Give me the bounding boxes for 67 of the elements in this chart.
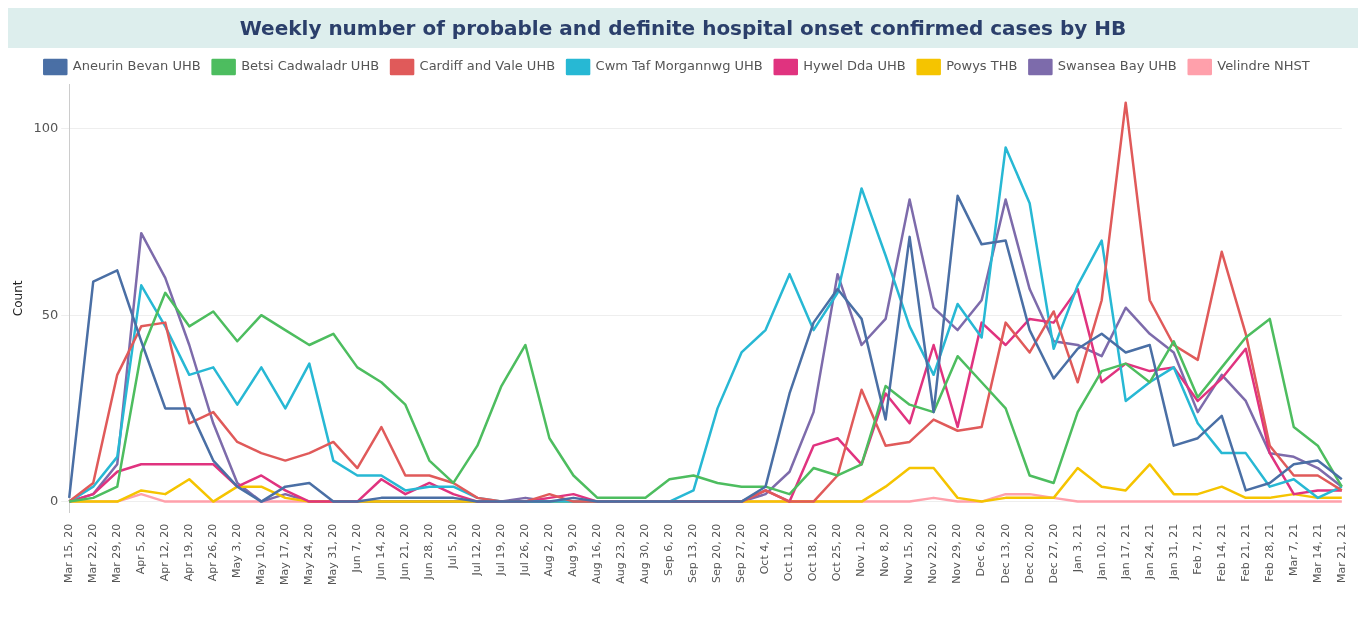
x-tick-label: Mar 22, 20 — [86, 523, 100, 584]
x-tick-label: Oct 25, 20 — [830, 523, 844, 582]
x-tick-label: Mar 21, 21 — [1334, 523, 1348, 584]
x-tick-label: Aug 9, 20 — [566, 523, 580, 577]
x-tick-label: Nov 8, 20 — [878, 523, 892, 577]
x-tick-label: Dec 6, 20 — [974, 523, 988, 577]
x-tick-label: Nov 15, 20 — [902, 523, 916, 584]
x-tick-label: Mar 15, 20 — [62, 523, 76, 584]
x-tick-label: Jul 19, 20 — [494, 523, 508, 577]
x-tick-label: Feb 21, 21 — [1238, 523, 1252, 582]
x-tick-label: Mar 29, 20 — [110, 523, 124, 584]
x-tick-label: Jun 28, 20 — [422, 523, 436, 581]
x-tick-label: Dec 20, 20 — [1022, 523, 1036, 584]
x-tick-label: Jan 3, 21 — [1070, 523, 1084, 574]
legend-label: Aneurin Bevan UHB — [72, 58, 201, 74]
x-tick-label: Sep 13, 20 — [686, 523, 700, 583]
y-tick-label: 0 — [49, 492, 59, 508]
x-tick-label: May 24, 20 — [302, 523, 316, 586]
y-tick-label: 50 — [41, 306, 59, 322]
legend-label: Cardiff and Vale UHB — [419, 58, 556, 74]
x-tick-label: Aug 2, 20 — [542, 523, 556, 577]
x-tick-label: Nov 22, 20 — [926, 523, 940, 584]
x-tick-label: Jul 26, 20 — [518, 523, 532, 577]
x-tick-label: Nov 29, 20 — [950, 523, 964, 584]
x-tick-label: Oct 4, 20 — [758, 523, 772, 575]
x-tick-label: Aug 30, 20 — [638, 523, 652, 584]
x-tick-label: Mar 7, 21 — [1286, 523, 1300, 577]
x-tick-label: Apr 5, 20 — [134, 523, 148, 575]
x-tick-label: Jan 31, 21 — [1166, 523, 1180, 581]
legend-label: Betsi Cadwaladr UHB — [241, 58, 380, 74]
x-tick-label: Sep 6, 20 — [662, 523, 676, 576]
x-tick-label: Aug 23, 20 — [614, 523, 628, 584]
x-tick-label: May 31, 20 — [326, 523, 340, 586]
x-tick-label: Oct 18, 20 — [806, 523, 820, 582]
y-tick-label: 100 — [33, 120, 59, 136]
x-tick-label: May 17, 20 — [278, 523, 292, 586]
x-tick-label: Apr 12, 20 — [158, 523, 172, 582]
legend-label: Hywel Dda UHB — [803, 58, 906, 74]
x-tick-label: May 3, 20 — [230, 523, 244, 579]
y-axis-title: Count — [11, 280, 26, 317]
x-tick-label: Sep 20, 20 — [710, 523, 724, 583]
x-tick-label: Oct 11, 20 — [782, 523, 796, 582]
x-tick-label: Mar 14, 21 — [1310, 523, 1324, 584]
x-tick-label: Jan 24, 21 — [1142, 523, 1156, 581]
x-tick-label: Jul 12, 20 — [470, 523, 484, 577]
legend-label: Cwm Taf Morgannwg UHB — [595, 58, 763, 74]
x-tick-label: Feb 28, 21 — [1262, 523, 1276, 582]
x-tick-label: Feb 7, 21 — [1190, 523, 1204, 575]
x-tick-label: Sep 27, 20 — [734, 523, 748, 583]
legend-label: Powys THB — [946, 58, 1018, 74]
chart-title: Weekly number of probable and definite hospital onset confirmed cases by HB — [8, 8, 1358, 48]
x-tick-label: Jun 7, 20 — [350, 523, 364, 574]
x-tick-label: Apr 26, 20 — [206, 523, 220, 582]
x-tick-label: May 10, 20 — [254, 523, 268, 586]
x-tick-label: Jun 21, 20 — [398, 523, 412, 581]
x-tick-label: Jun 14, 20 — [374, 523, 388, 581]
x-tick-label: Feb 14, 21 — [1214, 523, 1228, 582]
x-tick-label: Jan 10, 21 — [1094, 523, 1108, 581]
x-tick-label: Dec 13, 20 — [998, 523, 1012, 584]
x-tick-label: Dec 27, 20 — [1046, 523, 1060, 584]
legend-label: Swansea Bay UHB — [1057, 58, 1177, 74]
legend-label: Velindre NHST — [1217, 58, 1310, 74]
x-tick-label: Nov 1, 20 — [854, 523, 868, 577]
x-tick-label: Aug 16, 20 — [590, 523, 604, 584]
x-tick-label: Jan 17, 21 — [1118, 523, 1132, 581]
x-tick-label: Apr 19, 20 — [182, 523, 196, 582]
x-tick-label: Jul 5, 20 — [446, 523, 460, 570]
